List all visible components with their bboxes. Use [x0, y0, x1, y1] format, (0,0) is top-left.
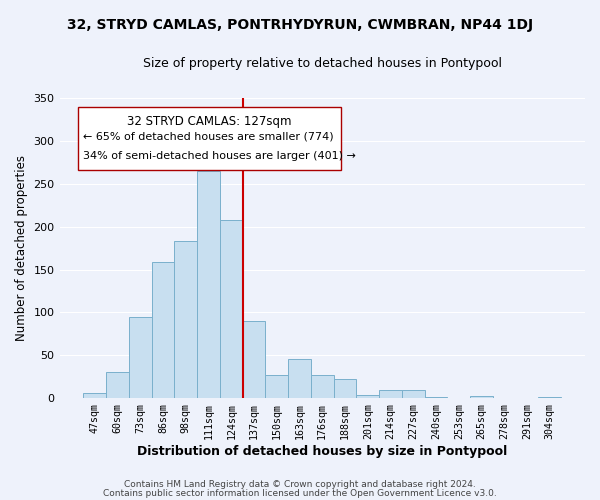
Bar — [152, 262, 175, 398]
Bar — [106, 372, 129, 398]
Bar — [83, 393, 106, 398]
Bar — [470, 396, 493, 398]
Text: 32, STRYD CAMLAS, PONTRHYDYRUN, CWMBRAN, NP44 1DJ: 32, STRYD CAMLAS, PONTRHYDYRUN, CWMBRAN,… — [67, 18, 533, 32]
Text: ← 65% of detached houses are smaller (774): ← 65% of detached houses are smaller (77… — [83, 132, 334, 141]
Bar — [197, 171, 220, 398]
Bar — [425, 397, 448, 398]
Bar — [242, 321, 265, 398]
Bar — [220, 220, 242, 398]
Bar — [538, 397, 561, 398]
Text: Contains public sector information licensed under the Open Government Licence v3: Contains public sector information licen… — [103, 488, 497, 498]
Bar — [356, 394, 379, 398]
Bar — [288, 358, 311, 398]
Text: 34% of semi-detached houses are larger (401) →: 34% of semi-detached houses are larger (… — [83, 150, 356, 160]
X-axis label: Distribution of detached houses by size in Pontypool: Distribution of detached houses by size … — [137, 444, 508, 458]
Title: Size of property relative to detached houses in Pontypool: Size of property relative to detached ho… — [143, 58, 502, 70]
Text: 32 STRYD CAMLAS: 127sqm: 32 STRYD CAMLAS: 127sqm — [127, 114, 292, 128]
Text: Contains HM Land Registry data © Crown copyright and database right 2024.: Contains HM Land Registry data © Crown c… — [124, 480, 476, 489]
Bar — [129, 316, 152, 398]
Bar — [379, 390, 402, 398]
Y-axis label: Number of detached properties: Number of detached properties — [15, 155, 28, 341]
FancyBboxPatch shape — [78, 107, 341, 170]
Bar — [402, 390, 425, 398]
Bar — [175, 241, 197, 398]
Bar — [265, 375, 288, 398]
Bar — [334, 379, 356, 398]
Bar — [311, 375, 334, 398]
